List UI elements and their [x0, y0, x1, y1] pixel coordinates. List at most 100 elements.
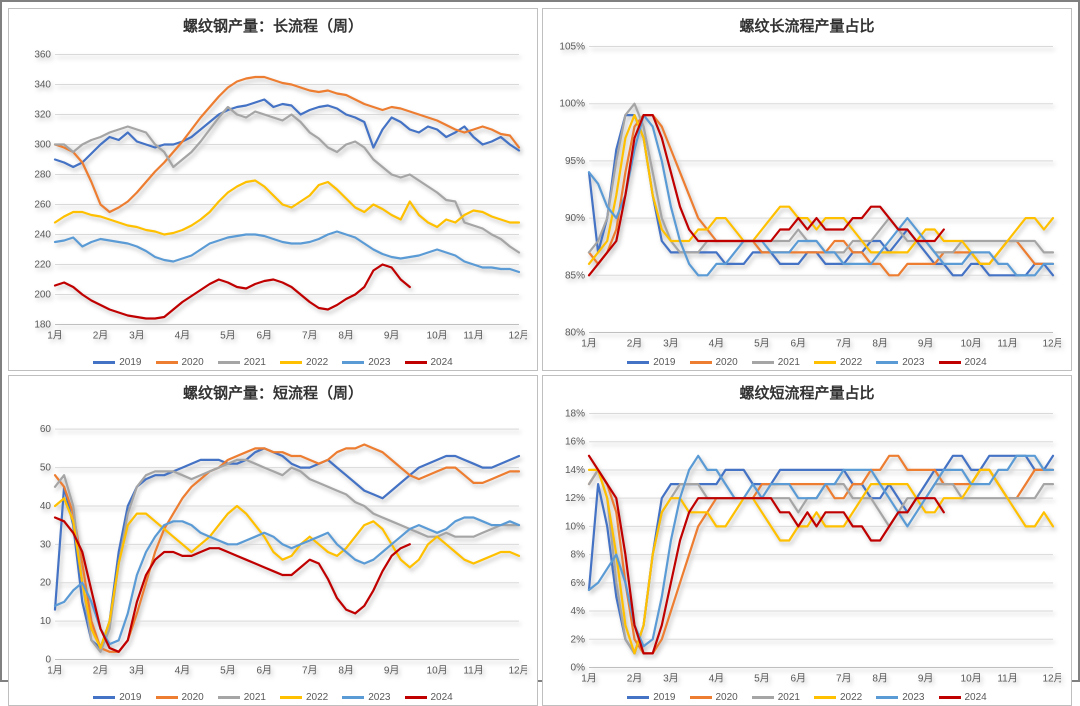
chart-title: 螺纹钢产量：长流程（周）	[19, 13, 527, 40]
svg-text:10月: 10月	[427, 330, 448, 342]
legend-label: 2021	[244, 692, 266, 703]
legend-label: 2023	[902, 357, 924, 368]
chart-svg-0: 1802002202402602803003203403601月2月3月4月5月…	[19, 40, 527, 353]
legend-label: 2024	[965, 357, 987, 368]
legend-label: 2022	[306, 357, 328, 368]
svg-text:9月: 9月	[918, 338, 934, 350]
legend-label: 2023	[902, 692, 924, 703]
svg-text:340: 340	[34, 80, 51, 91]
legend-swatch	[342, 361, 364, 364]
legend-item-2023: 2023	[342, 357, 390, 368]
svg-text:3月: 3月	[663, 673, 679, 685]
legend-item-2023: 2023	[876, 692, 924, 703]
svg-text:80%: 80%	[565, 328, 585, 339]
svg-text:320: 320	[34, 110, 51, 121]
legend-swatch	[939, 361, 961, 364]
chart-area: 1802002202402602803003203403601月2月3月4月5月…	[19, 40, 527, 353]
svg-text:8月: 8月	[338, 330, 354, 342]
legend-item-2024: 2024	[939, 357, 987, 368]
legend-label: 2019	[653, 692, 675, 703]
svg-text:6月: 6月	[790, 673, 806, 685]
svg-text:40: 40	[40, 501, 52, 512]
legend-swatch	[752, 696, 774, 699]
legend-swatch	[814, 361, 836, 364]
legend-item-2022: 2022	[280, 692, 328, 703]
svg-text:105%: 105%	[559, 42, 585, 53]
legend-label: 2024	[965, 692, 987, 703]
legend-swatch	[156, 361, 178, 364]
svg-text:2月: 2月	[627, 673, 643, 685]
svg-text:3月: 3月	[129, 665, 145, 677]
svg-text:11月: 11月	[463, 330, 483, 342]
svg-text:6月: 6月	[790, 338, 806, 350]
chart-title: 螺纹长流程产量占比	[553, 13, 1061, 40]
svg-text:280: 280	[34, 170, 51, 181]
svg-text:1月: 1月	[47, 665, 63, 677]
legend-label: 2020	[182, 357, 204, 368]
legend-label: 2021	[244, 357, 266, 368]
legend-item-2020: 2020	[156, 357, 204, 368]
svg-text:12%: 12%	[565, 493, 585, 504]
svg-text:0%: 0%	[571, 663, 586, 674]
legend-item-2020: 2020	[156, 692, 204, 703]
legend-label: 2023	[368, 692, 390, 703]
chart-title: 螺纹短流程产量占比	[553, 380, 1061, 407]
panel-long-flow-ratio: 螺纹长流程产量占比 80%85%90%95%100%105%1月2月3月4月5月…	[542, 8, 1072, 371]
svg-text:3月: 3月	[129, 330, 145, 342]
chart-svg-1: 80%85%90%95%100%105%1月2月3月4月5月6月7月8月9月10…	[553, 40, 1061, 353]
legend-label: 2024	[431, 357, 453, 368]
legend-swatch	[280, 696, 302, 699]
svg-text:7月: 7月	[836, 673, 852, 685]
svg-text:4月: 4月	[709, 338, 725, 350]
legend-swatch	[93, 696, 115, 699]
svg-text:12月: 12月	[1042, 338, 1061, 350]
svg-text:9月: 9月	[384, 665, 400, 677]
svg-text:10%: 10%	[565, 521, 585, 532]
svg-text:5月: 5月	[754, 338, 770, 350]
legend-1: 201920202021202220232024	[553, 353, 1061, 368]
svg-text:6%: 6%	[571, 578, 586, 589]
svg-text:20: 20	[40, 578, 52, 589]
chart-area: 80%85%90%95%100%105%1月2月3月4月5月6月7月8月9月10…	[553, 40, 1061, 353]
legend-label: 2019	[653, 357, 675, 368]
svg-text:7月: 7月	[836, 338, 852, 350]
svg-text:60: 60	[40, 424, 52, 435]
legend-swatch	[156, 696, 178, 699]
chart-area: 01020304050601月2月3月4月5月6月7月8月9月10月11月12月	[19, 407, 527, 688]
legend-swatch	[814, 696, 836, 699]
svg-text:6月: 6月	[256, 665, 272, 677]
svg-text:10月: 10月	[961, 673, 982, 685]
svg-text:2%: 2%	[571, 634, 586, 645]
panel-short-flow-output: 螺纹钢产量：短流程（周） 01020304050601月2月3月4月5月6月7月…	[8, 375, 538, 706]
svg-text:0: 0	[45, 655, 51, 666]
svg-text:16%: 16%	[565, 437, 585, 448]
svg-text:12月: 12月	[1042, 673, 1061, 685]
svg-text:4月: 4月	[709, 673, 725, 685]
svg-text:200: 200	[34, 290, 51, 301]
legend-label: 2019	[119, 692, 141, 703]
chart-svg-2: 01020304050601月2月3月4月5月6月7月8月9月10月11月12月	[19, 407, 527, 688]
legend-swatch	[690, 361, 712, 364]
legend-item-2019: 2019	[93, 357, 141, 368]
svg-text:85%: 85%	[565, 270, 585, 281]
legend-swatch	[939, 696, 961, 699]
legend-item-2023: 2023	[876, 357, 924, 368]
svg-text:1月: 1月	[581, 673, 597, 685]
svg-text:30: 30	[40, 539, 52, 550]
legend-label: 2022	[840, 692, 862, 703]
svg-text:11月: 11月	[463, 665, 483, 677]
legend-item-2020: 2020	[690, 357, 738, 368]
svg-text:11月: 11月	[997, 338, 1017, 350]
legend-swatch	[218, 696, 240, 699]
legend-label: 2020	[716, 692, 738, 703]
svg-text:8月: 8月	[338, 665, 354, 677]
svg-text:5月: 5月	[220, 665, 236, 677]
svg-text:8月: 8月	[872, 338, 888, 350]
svg-text:4月: 4月	[175, 665, 191, 677]
svg-text:14%: 14%	[565, 465, 585, 476]
legend-item-2023: 2023	[342, 692, 390, 703]
panel-long-flow-output: 螺纹钢产量：长流程（周） 180200220240260280300320340…	[8, 8, 538, 371]
legend-swatch	[876, 696, 898, 699]
legend-label: 2019	[119, 357, 141, 368]
legend-item-2022: 2022	[814, 357, 862, 368]
